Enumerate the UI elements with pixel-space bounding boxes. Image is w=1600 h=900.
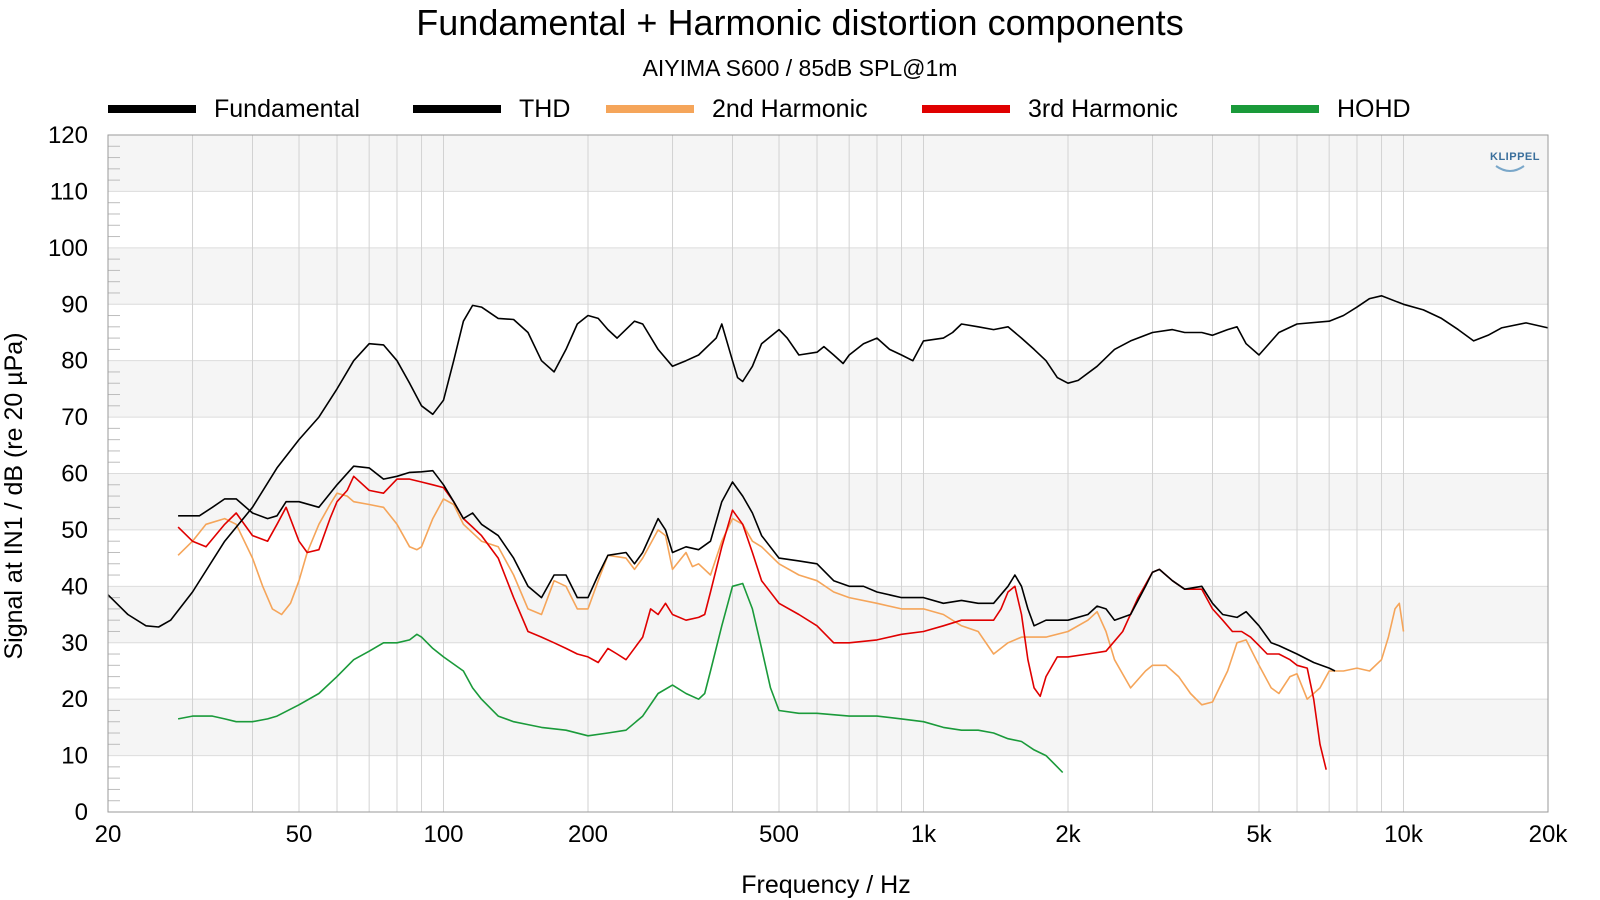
plot-frame — [107, 134, 1549, 813]
plot-axes — [107, 134, 1549, 813]
chart-subtitle: AIYIMA S600 / 85dB SPL@1m — [643, 55, 958, 81]
plot-band — [108, 699, 1548, 756]
x-tick-label: 50 — [286, 821, 313, 848]
legend-label-2nd-harmonic: 2nd Harmonic — [712, 95, 868, 123]
plot-band — [108, 586, 1548, 643]
series-lines — [107, 295, 1549, 774]
y-tick-label: 110 — [50, 178, 88, 205]
chart-legend: Fundamental THD 2nd Harmonic 3rd Harmonic HO… — [108, 95, 1411, 123]
series-line-thd — [178, 465, 1336, 672]
plot-band — [108, 417, 1548, 474]
x-tick-label: 2k — [1055, 821, 1081, 848]
legend-label-fundamental: Fundamental — [214, 95, 360, 123]
legend-label-thd: THD — [519, 95, 570, 123]
y-tick-label: 70 — [61, 404, 88, 431]
plot-band — [108, 755, 1548, 812]
x-tick-label: 200 — [568, 821, 608, 848]
y-axis-label: Signal at IN1 / dB (re 20 µPa) — [0, 332, 28, 659]
y-tick-label: 80 — [61, 348, 88, 375]
plot-band — [108, 304, 1548, 361]
x-tick-label: 5k — [1246, 821, 1272, 848]
y-tick-label: 0 — [75, 799, 88, 826]
y-tick-label: 90 — [61, 291, 88, 318]
y-tick-label: 40 — [61, 573, 88, 600]
legend-label-hohd: HOHD — [1337, 95, 1411, 123]
series-line-hohd — [177, 582, 1064, 774]
x-tick-label: 100 — [423, 821, 463, 848]
klippel-logo-text: KLIPPEL — [1490, 151, 1540, 163]
x-axis-label: Frequency / Hz — [741, 871, 911, 899]
plot-band — [108, 247, 1548, 305]
x-tick-label: 20k — [1529, 821, 1569, 848]
legend-label-3rd-harmonic: 3rd Harmonic — [1028, 95, 1178, 123]
klippel-logo: KLIPPEL — [1490, 151, 1540, 172]
y-tick-label: 10 — [61, 743, 88, 770]
plot-band — [108, 473, 1548, 530]
y-tick-label: 30 — [61, 630, 88, 657]
y-tick-label: 20 — [61, 686, 88, 713]
plot-band — [108, 529, 1548, 587]
x-tick-label: 1k — [911, 821, 937, 848]
y-tick-label: 120 — [48, 122, 88, 149]
klippel-logo-arc — [1495, 165, 1525, 172]
series-line-fundamental — [107, 295, 1549, 628]
plot-grid — [107, 134, 1549, 813]
x-tick-label: 10k — [1384, 821, 1424, 848]
plot-background — [108, 135, 1548, 812]
chart-title: Fundamental + Harmonic distortion compon… — [416, 2, 1183, 43]
y-tick-label: 60 — [61, 461, 88, 488]
y-tick-label: 50 — [61, 517, 88, 544]
y-tick-label: 100 — [48, 235, 88, 262]
plot-band — [108, 135, 1548, 192]
x-axis-ticks: 20 50 100 200 500 1k 2k 5k 10k 20k — [95, 821, 1569, 848]
plot-band — [108, 191, 1548, 248]
x-tick-label: 500 — [759, 821, 799, 848]
y-axis-ticks: 0 10 20 30 40 50 60 70 80 90 100 110 120 — [48, 122, 88, 826]
x-tick-label: 20 — [95, 821, 122, 848]
